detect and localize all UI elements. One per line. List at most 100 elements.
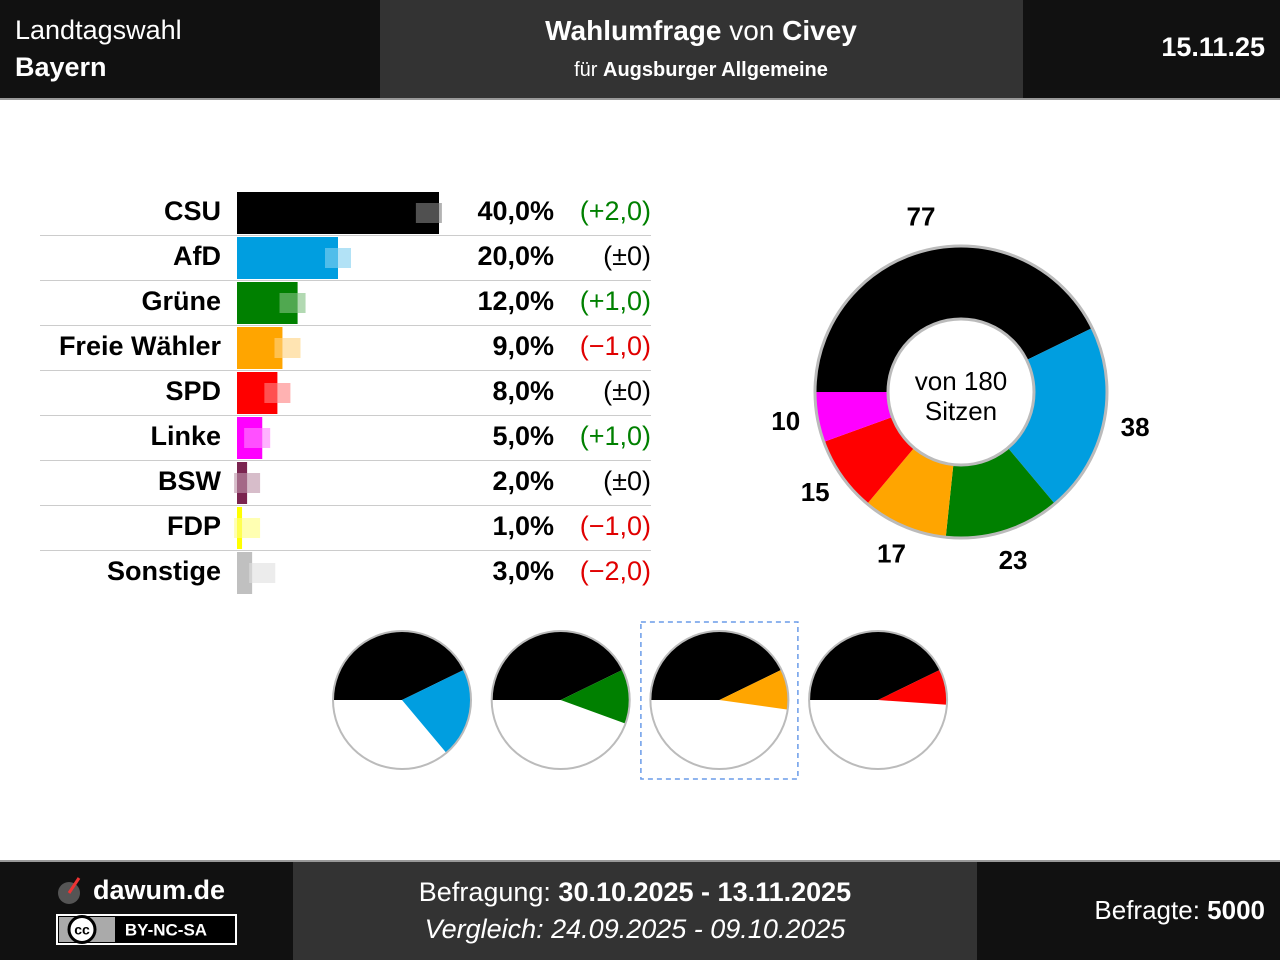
previous-shade bbox=[325, 248, 351, 268]
value-label: 5,0% bbox=[492, 421, 554, 451]
party-label: BSW bbox=[158, 466, 222, 496]
previous-bar bbox=[325, 248, 351, 268]
previous-shade bbox=[274, 338, 301, 358]
subtitle-part: Augsburger Allgemeine bbox=[603, 59, 828, 81]
center-label: Sitzen bbox=[925, 396, 997, 426]
bar bbox=[237, 327, 283, 369]
header-center-bg bbox=[380, 0, 1023, 98]
bar bbox=[237, 507, 243, 549]
change-label: (±0) bbox=[603, 241, 651, 271]
coalition-segment bbox=[809, 630, 941, 700]
value-label: 40,0% bbox=[477, 196, 554, 226]
bar bbox=[237, 552, 253, 594]
respondents-label: Befragte: bbox=[1094, 895, 1200, 925]
party-label: Freie Wähler bbox=[59, 331, 222, 361]
donut-outline bbox=[813, 244, 1109, 540]
survey-period: Befragung: 30.10.2025 - 13.11.2025 bbox=[419, 877, 851, 907]
previous-bar bbox=[279, 293, 306, 313]
coalition-segment bbox=[719, 669, 789, 710]
seat-label: 17 bbox=[877, 539, 906, 569]
value-label: 9,0% bbox=[492, 331, 554, 361]
logo-needle bbox=[67, 877, 81, 894]
coalition-segment bbox=[402, 669, 472, 753]
value-label: 12,0% bbox=[477, 286, 554, 316]
change-label: (−2,0) bbox=[580, 556, 651, 586]
value-label: 3,0% bbox=[492, 556, 554, 586]
footer-center-bg bbox=[293, 862, 977, 960]
election-region: Bayern bbox=[15, 52, 107, 82]
coalition-pies bbox=[332, 621, 949, 780]
site-name[interactable]: dawum.de bbox=[93, 875, 225, 905]
change-label: (−1,0) bbox=[580, 331, 651, 361]
change-label: (±0) bbox=[603, 466, 651, 496]
change-label: (+1,0) bbox=[580, 286, 651, 316]
seat-label: 38 bbox=[1121, 412, 1150, 442]
pie-outline[interactable] bbox=[332, 630, 472, 770]
previous-bar bbox=[234, 518, 261, 538]
previous-shade bbox=[279, 293, 306, 313]
party-label: SPD bbox=[165, 376, 221, 406]
seat-segment bbox=[945, 447, 1055, 538]
selection-box bbox=[640, 621, 799, 780]
previous-bar bbox=[234, 473, 261, 493]
previous-bar bbox=[274, 338, 301, 358]
seat-label: 10 bbox=[771, 406, 800, 436]
seat-label: 15 bbox=[801, 477, 830, 507]
previous-bar bbox=[249, 563, 276, 583]
survey-label: Befragung: bbox=[419, 877, 551, 907]
seat-segment bbox=[867, 447, 954, 538]
coalition-segment bbox=[878, 669, 948, 705]
coalition-segment bbox=[560, 669, 630, 724]
value-label: 20,0% bbox=[477, 241, 554, 271]
value-label: 1,0% bbox=[492, 511, 554, 541]
bar bbox=[237, 282, 298, 324]
pie-outline[interactable] bbox=[808, 630, 949, 770]
pie-outline[interactable] bbox=[490, 630, 631, 770]
previous-shade bbox=[234, 518, 261, 538]
previous-bar bbox=[264, 383, 291, 403]
site-logo bbox=[58, 877, 81, 904]
header-rule bbox=[0, 98, 1280, 100]
bar bbox=[237, 372, 278, 414]
cc-circle bbox=[67, 915, 97, 944]
previous-bar bbox=[415, 203, 442, 223]
party-label: AfD bbox=[173, 241, 221, 271]
header-title: Wahlumfrage von Civey bbox=[545, 15, 857, 46]
title-part: Wahlumfrage bbox=[545, 15, 721, 46]
pie-outline[interactable] bbox=[649, 630, 790, 770]
change-label: (+2,0) bbox=[580, 196, 651, 226]
footer-rule bbox=[0, 860, 1280, 862]
title-part: von bbox=[729, 15, 774, 46]
election-type: Landtagswahl bbox=[15, 15, 182, 45]
center-label: von 180 bbox=[915, 366, 1008, 396]
cc-text: cc bbox=[74, 922, 90, 938]
bar-chart: CSU 40,0% (+2,0) AfD 20,0% (±0) Grüne 12,0% (+1,… bbox=[40, 192, 651, 594]
bar bbox=[237, 417, 263, 459]
value-label: 8,0% bbox=[492, 376, 554, 406]
comparison-period: Vergleich: 24.09.2025 - 09.10.2025 bbox=[425, 914, 847, 944]
party-label: Linke bbox=[150, 421, 221, 451]
donut-center bbox=[886, 317, 1036, 467]
bar bbox=[237, 462, 248, 504]
seat-label: 77 bbox=[906, 201, 935, 231]
party-label: CSU bbox=[164, 196, 221, 226]
coalition-segment bbox=[650, 630, 782, 700]
previous-shade bbox=[249, 563, 276, 583]
subtitle-part: für bbox=[574, 59, 598, 81]
party-label: Grüne bbox=[141, 286, 221, 316]
previous-shade bbox=[234, 473, 261, 493]
previous-bar bbox=[244, 428, 271, 448]
seat-segment bbox=[815, 392, 894, 442]
bar bbox=[237, 237, 338, 279]
respondents: Befragte: 5000 bbox=[1094, 895, 1265, 925]
change-label: (+1,0) bbox=[580, 421, 651, 451]
change-label: (±0) bbox=[603, 376, 651, 406]
coalition-segment bbox=[491, 630, 623, 700]
license-text[interactable]: BY-NC-SA bbox=[125, 920, 207, 939]
change-label: (−1,0) bbox=[580, 511, 651, 541]
value-label: 2,0% bbox=[492, 466, 554, 496]
respondents-count: 5000 bbox=[1207, 895, 1265, 925]
